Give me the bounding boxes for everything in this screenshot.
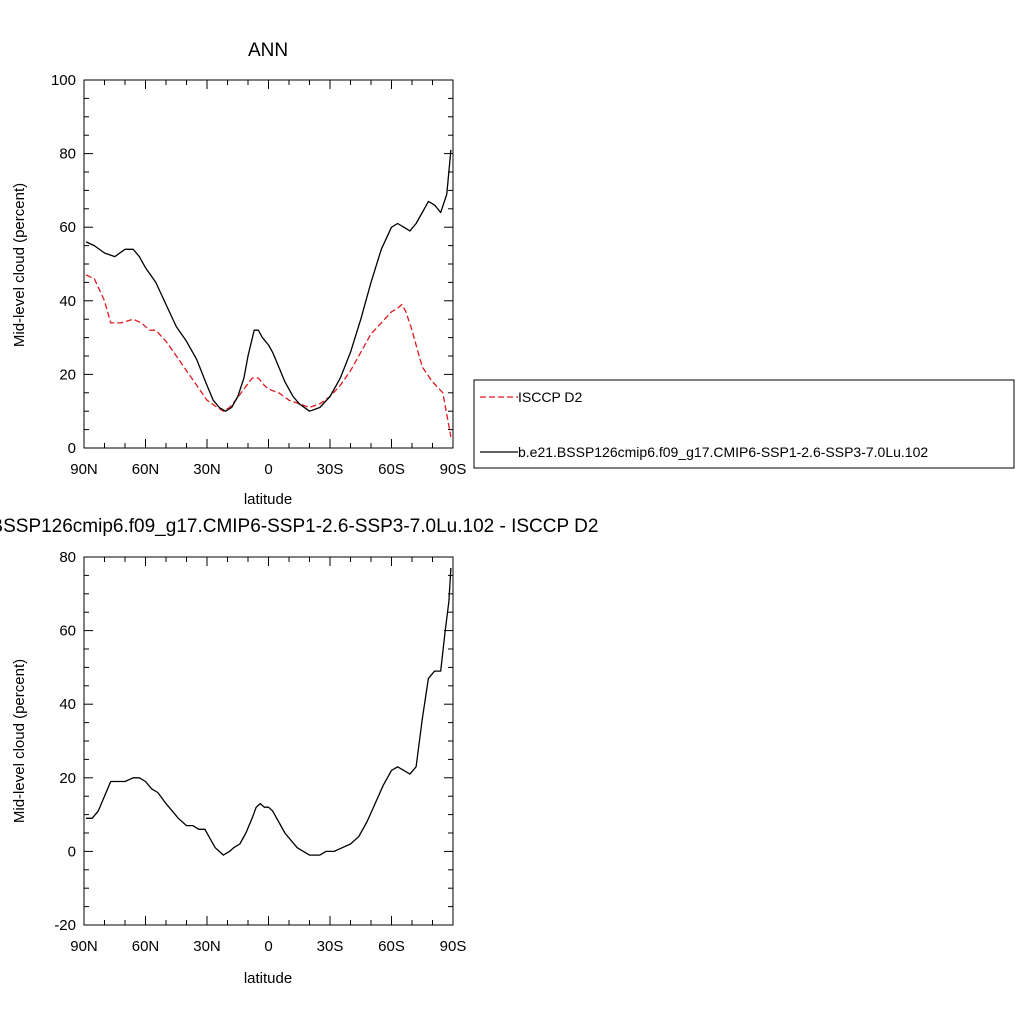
top-ytick-label: 0 [68, 440, 76, 457]
legend-label-isccp-d2: ISCCP D2 [518, 389, 583, 405]
top-ytick-label: 80 [59, 146, 76, 163]
bottom-xtick-label: 90N [70, 938, 98, 955]
top-panel-xlabel: latitude [244, 491, 292, 508]
bottom-ytick-label: 80 [59, 549, 76, 566]
bottom-xtick-label: 0 [264, 938, 272, 955]
bottom-panel-ylabel: Mid-level cloud (percent) [11, 659, 28, 823]
top-ytick-label: 20 [59, 366, 76, 383]
top-panel: ANN Mid-level cloud (percent) latitude 9… [11, 40, 466, 508]
top-series-line-2 [85, 149, 452, 412]
top-panel-title: ANN [248, 40, 288, 61]
bottom-ytick-label: -20 [54, 917, 76, 934]
bottom-ytick-label: 40 [59, 696, 76, 713]
top-xtick-label: 60N [132, 461, 160, 478]
legend-box [473, 379, 1015, 469]
legend: ISCCP D2 b.e21.BSSP126cmip6.f09_g17.CMIP… [473, 379, 1015, 469]
top-xtick-label: 90S [440, 461, 467, 478]
top-ytick-label: 60 [59, 219, 76, 236]
top-ytick-label: 40 [59, 293, 76, 310]
top-xtick-label: 30N [193, 461, 221, 478]
bottom-ytick-label: 0 [68, 843, 76, 860]
bottom-panel-title: b.e21.BSSP126cmip6.f09_g17.CMIP6-SSP1-2.… [0, 516, 598, 537]
top-xtick-label: 90N [70, 461, 98, 478]
legend-label-model: b.e21.BSSP126cmip6.f09_g17.CMIP6-SSP1-2.… [518, 444, 928, 460]
bottom-xtick-label: 30S [317, 938, 344, 955]
bottom-series-line-1 [86, 567, 452, 856]
bottom-ytick-label: 60 [59, 623, 76, 640]
bottom-xtick-label: 90S [440, 938, 467, 955]
bottom-panel-xlabel: latitude [244, 970, 292, 987]
bottom-ytick-label: 20 [59, 770, 76, 787]
top-xtick-label: 0 [264, 461, 272, 478]
top-panel-ylabel: Mid-level cloud (percent) [11, 183, 28, 347]
bottom-xtick-label: 60S [378, 938, 405, 955]
top-ytick-label: 100 [51, 72, 76, 89]
bottom-panel: b.e21.BSSP126cmip6.f09_g17.CMIP6-SSP1-2.… [0, 516, 598, 987]
top-xtick-label: 60S [378, 461, 405, 478]
bottom-xtick-label: 30N [193, 938, 221, 955]
top-xtick-label: 30S [317, 461, 344, 478]
top-panel-frame [83, 79, 454, 449]
bottom-xtick-label: 60N [132, 938, 160, 955]
bottom-panel-frame [83, 556, 454, 926]
top-series-line-1 [85, 274, 452, 438]
